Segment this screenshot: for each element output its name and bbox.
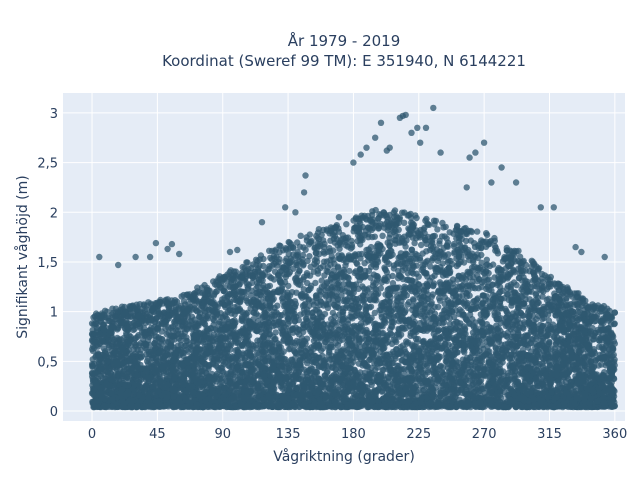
scatter-point (318, 277, 325, 284)
scatter-point (445, 251, 452, 258)
scatter-point (346, 267, 353, 275)
scatter-point (198, 284, 206, 291)
scatter-point (143, 358, 151, 365)
scatter-point (270, 276, 278, 283)
scatter-point (389, 280, 397, 287)
scatter-point (446, 320, 454, 328)
scatter-point (377, 285, 384, 292)
scatter-point (300, 244, 307, 251)
scatter-point (304, 279, 311, 287)
chart-title: År 1979 - 2019 (288, 31, 401, 50)
scatter-point (287, 345, 294, 352)
chart-subtitle: Koordinat (Sweref 99 TM): E 351940, N 61… (162, 52, 526, 70)
scatter-point (89, 347, 97, 354)
data-points (88, 104, 618, 411)
scatter-point (413, 214, 420, 222)
scatter-point (343, 221, 350, 228)
scatter-point (420, 226, 427, 233)
scatter-point (505, 271, 512, 278)
scatter-point (300, 310, 308, 317)
scatter-point (306, 231, 313, 238)
scatter-point (401, 219, 408, 226)
scatter-point (434, 226, 441, 233)
scatter-point (513, 281, 520, 289)
scatter-point (389, 272, 396, 280)
